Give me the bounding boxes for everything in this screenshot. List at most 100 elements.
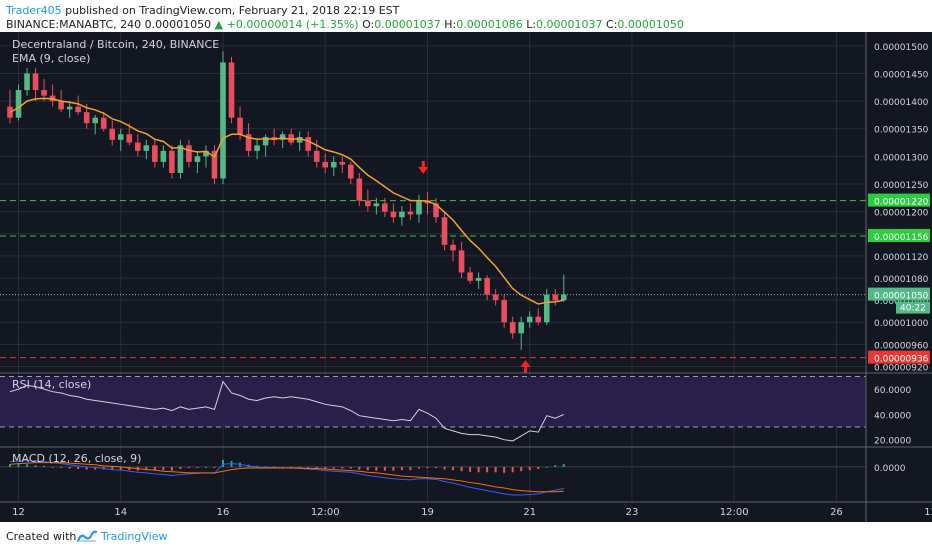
last-price-label: 0.00001050 — [874, 292, 929, 302]
price-tick-label: 0.00001250 — [874, 181, 929, 191]
price-tick-label: 0.00000920 — [874, 363, 929, 373]
macd-histogram-bar — [128, 466, 131, 471]
macd-histogram-bar — [204, 466, 207, 468]
candle-body — [15, 90, 22, 118]
candle-body — [135, 142, 141, 151]
author-link[interactable]: Trader405 — [6, 4, 62, 17]
candle — [441, 211, 448, 251]
candle — [279, 131, 286, 149]
price-chart[interactable]: 0.00001500 0.00001450 0.00001400 0.00001350… — [0, 32, 932, 522]
macd-histogram-bar — [545, 466, 548, 468]
candle-body — [339, 161, 346, 165]
candle-body — [117, 134, 124, 140]
price-tick-label: 0.00001450 — [874, 70, 929, 80]
candle-body — [41, 90, 47, 96]
countdown-tag — [896, 301, 930, 314]
candle-body — [509, 322, 516, 334]
candle-body — [83, 112, 90, 124]
close-label: C: — [606, 18, 618, 31]
candle — [32, 67, 39, 102]
price-tick-label: 0.00001300 — [874, 153, 929, 163]
candle-body — [194, 156, 201, 162]
candle — [561, 274, 567, 302]
price-tick-label: 0.00001080 — [874, 275, 929, 285]
candle-body — [245, 134, 252, 151]
candles — [7, 51, 567, 350]
candle — [135, 134, 141, 157]
candle — [543, 289, 550, 326]
change-value: +0.00000014 (+1.35%) — [226, 18, 359, 31]
candle-body — [543, 294, 550, 323]
time-tick-label: 19 — [421, 507, 434, 518]
ema-label: EMA (9, close) — [12, 52, 90, 65]
candle-body — [322, 161, 329, 168]
price-tick-label: 0.00000960 — [874, 341, 929, 351]
candle-body — [160, 150, 167, 162]
candle — [458, 242, 465, 279]
candle — [288, 128, 294, 146]
candle-body — [467, 272, 473, 281]
candle-body — [475, 278, 482, 281]
candle — [424, 192, 431, 215]
candle-body — [365, 200, 371, 207]
candle — [254, 139, 260, 160]
macd-histogram-bar — [469, 466, 472, 472]
macd-histogram-bar — [307, 466, 310, 468]
candle-body — [271, 137, 277, 140]
candle-body — [66, 106, 73, 110]
macd-histogram-bar — [222, 459, 224, 467]
rsi-tick-label: 40.0000 — [874, 411, 911, 421]
macd-histogram-bar — [554, 465, 557, 467]
rsi-label: RSI (14, close) — [12, 378, 91, 391]
time-tick-label: 16 — [217, 507, 230, 518]
candle — [416, 195, 422, 223]
candle-body — [203, 150, 209, 157]
macd-histogram-bar — [145, 466, 148, 471]
level-price-label: 0.00001220 — [874, 198, 929, 208]
candle — [186, 139, 192, 168]
macd-label: MACD (12, 26, close, 9) — [12, 452, 141, 465]
level-price-label: 0.00001156 — [874, 233, 929, 243]
candle — [518, 316, 524, 350]
candle — [66, 101, 73, 118]
chart-title: Decentraland / Bitcoin, 240, BINANCE — [12, 38, 219, 51]
candle — [484, 275, 490, 301]
macd-histogram-bar — [341, 466, 344, 469]
candle — [117, 128, 124, 151]
candle-body — [109, 128, 116, 140]
candle-body — [348, 164, 354, 179]
macd-histogram-bar — [426, 466, 429, 468]
candle-body — [92, 117, 98, 124]
macd-histogram-bar — [162, 466, 165, 471]
candle — [365, 189, 371, 212]
candle — [126, 123, 133, 146]
created-with-text: Created with — [6, 530, 77, 543]
tradingview-link[interactable]: TradingView — [101, 530, 168, 543]
time-tick-label: 21 — [523, 507, 536, 518]
macd-histogram-bar — [34, 465, 37, 467]
candle-body — [228, 62, 235, 118]
candle — [75, 95, 81, 115]
macd-histogram-bar — [417, 466, 420, 469]
candle-body — [186, 145, 192, 162]
macd-histogram-bar — [85, 466, 88, 470]
level-price-tag — [868, 193, 930, 207]
candle-body — [143, 145, 150, 151]
time-tick-label: 23 — [626, 507, 639, 518]
macd-histogram-bar — [196, 466, 199, 468]
macd-histogram-bar — [528, 466, 531, 471]
macd-histogram-bar — [443, 466, 446, 470]
arrow-down-icon — [418, 160, 429, 174]
candle — [24, 67, 30, 96]
price-tick-label: 0.00001200 — [874, 209, 929, 219]
macd-histogram-bar — [537, 466, 540, 470]
macd-histogram-bar — [9, 464, 11, 467]
candle — [509, 316, 516, 339]
candle-body — [152, 145, 158, 162]
macd-histogram-bar — [486, 466, 489, 473]
arrow-up-icon — [520, 359, 531, 373]
candle — [152, 139, 158, 168]
candle — [296, 131, 303, 151]
candle-body — [279, 134, 286, 140]
symbol-quote-line: BINANCE:MANABTC, 240 0.00001050 ▲ +0.000… — [6, 18, 684, 32]
